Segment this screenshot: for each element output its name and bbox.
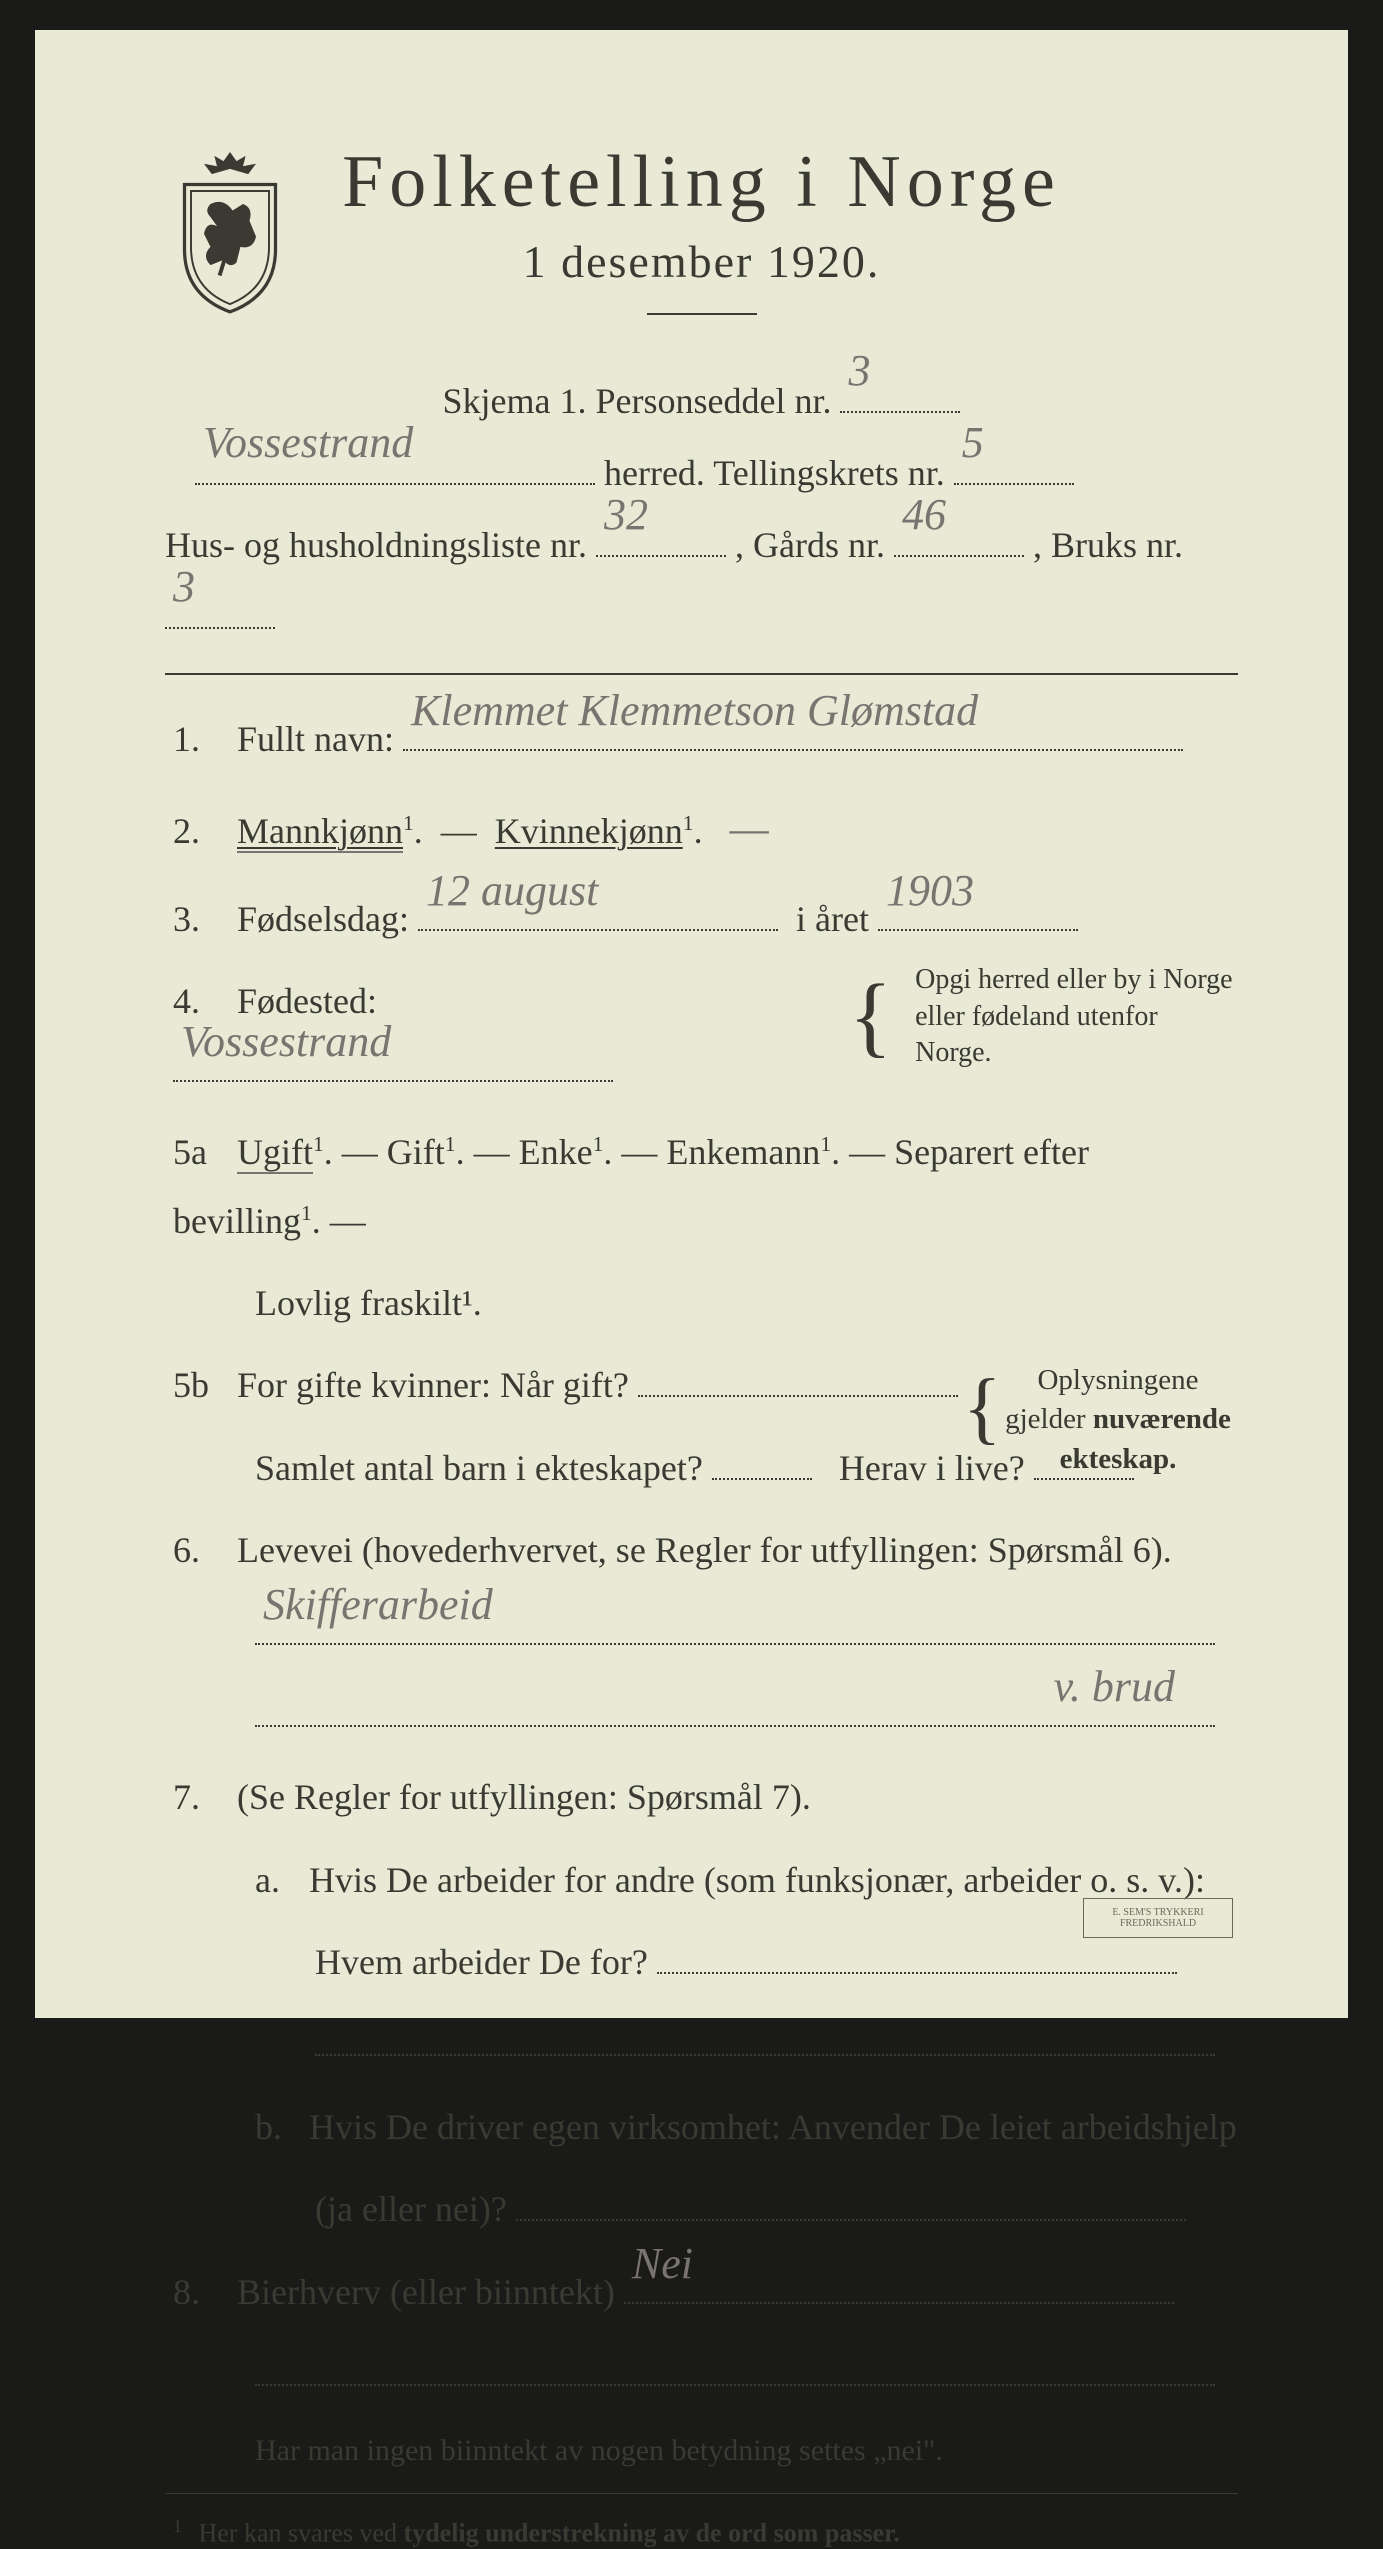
q5a-marital: 5a Ugift1. — Gift1. — Enke1. — Enkemann1… [165, 1118, 1238, 1255]
printer-stamp: E. SEM'S TRYKKERI FREDRIKSHALD [1083, 1898, 1233, 1938]
header: Folketelling i Norge 1 desember 1920. [165, 140, 1238, 315]
birthplace-value: Vossestrand [181, 1000, 391, 1084]
bierhverv-value: Nei [632, 2222, 693, 2306]
main-title: Folketelling i Norge [165, 140, 1238, 225]
herred-value: Vossestrand [203, 399, 413, 487]
q7a: a. Hvis De arbeider for andre (som funks… [165, 1846, 1238, 1914]
q2-sex: 2. Mannkjønn1. — Kvinnekjønn1. — [165, 787, 1238, 871]
footer-note: Har man ingen biinntekt av nogen betydni… [165, 2422, 1238, 2479]
q8-secondary-occupation: 8. Bierhverv (eller biinntekt) Nei [165, 2258, 1238, 2326]
subtitle-date: 1 desember 1920. [165, 235, 1238, 288]
q4-birthplace: 4. Fødested: Vossestrand { Opgi herred e… [165, 967, 1238, 1104]
skjema-label: Skjema 1. Personseddel nr. [443, 381, 832, 421]
personseddel-nr: 3 [848, 327, 870, 415]
q5a-line2: Lovlig fraskilt¹. [165, 1269, 1238, 1337]
title-divider [647, 313, 757, 315]
bruks-nr: 3 [173, 543, 195, 631]
q3-birthdate: 3. Fødselsdag: 12 august i året 1903 [165, 885, 1238, 953]
q7: 7. (Se Regler for utfyllingen: Spørsmål … [165, 1763, 1238, 1831]
bruks-label: , Bruks nr. [1033, 525, 1183, 565]
occupation-value-2: v. brud [1054, 1645, 1175, 1729]
form-metadata: Skjema 1. Personseddel nr. 3 Vossestrand… [165, 365, 1238, 653]
mannkjonn-label: Mannkjønn [237, 811, 403, 851]
coat-of-arms-icon [165, 145, 295, 315]
occupation-value-1: Skifferarbeid [263, 1563, 493, 1647]
gards-nr: 46 [902, 471, 946, 559]
q5b-married-women: 5b For gifte kvinner: Når gift? Samlet a… [165, 1351, 1238, 1502]
footnote-divider [165, 2493, 1238, 2494]
q5b-instruction: { Oplysningene gjelder nuværende ekteska… [998, 1361, 1238, 1478]
footnote: 1 Her kan svares ved tydelig understrekn… [165, 2516, 1238, 2549]
full-name-value: Klemmet Klemmetson Glømstad [411, 669, 978, 753]
q7b: b. Hvis De driver egen virksomhet: Anven… [165, 2093, 1238, 2161]
birth-day-value: 12 august [426, 849, 598, 933]
census-form-page: Folketelling i Norge 1 desember 1920. Sk… [35, 30, 1348, 2018]
kvinnekjonn-label: Kvinnekjønn [495, 811, 683, 851]
gards-label: , Gårds nr. [735, 525, 885, 565]
birth-year-value: 1903 [886, 849, 974, 933]
q1-full-name: 1. Fullt navn: Klemmet Klemmetson Glømst… [165, 705, 1238, 773]
herred-label: herred. Tellingskrets nr. [604, 453, 945, 493]
q4-instruction: Opgi herred eller by i Norge eller fødel… [915, 962, 1238, 1071]
hus-label: Hus- og husholdningsliste nr. [165, 525, 587, 565]
tellingskrets-nr: 5 [962, 399, 984, 487]
brace-icon: { [849, 990, 892, 1044]
hus-nr: 32 [604, 471, 648, 559]
